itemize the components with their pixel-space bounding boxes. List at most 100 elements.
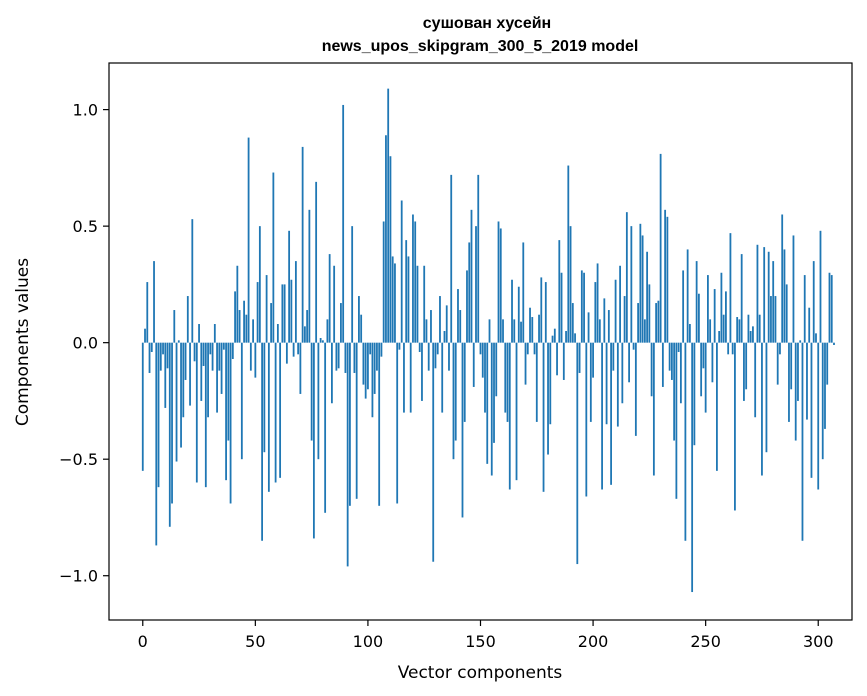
- bar-150: [479, 342, 482, 355]
- bars-group: [141, 88, 835, 593]
- chart-title-line1: сушован хусейн: [423, 15, 551, 32]
- bar-267: [743, 342, 745, 401]
- bar-166: [515, 342, 518, 481]
- bar-287: [788, 342, 790, 422]
- bar-297: [810, 342, 813, 478]
- bar-304: [826, 342, 829, 385]
- bar-182: [551, 335, 554, 343]
- bar-122: [416, 265, 419, 343]
- bar-263: [734, 342, 736, 511]
- bar-104: [376, 342, 378, 371]
- bar-242: [686, 249, 689, 343]
- bar-158: [497, 221, 500, 343]
- bar-6: [155, 342, 158, 546]
- bar-30: [209, 342, 212, 355]
- bar-136: [448, 342, 450, 371]
- bar-218: [632, 342, 635, 350]
- bar-93: [351, 226, 354, 343]
- bar-186: [560, 272, 563, 343]
- bar-184: [556, 342, 558, 376]
- bar-114: [398, 342, 401, 350]
- bar-116: [403, 342, 405, 413]
- bar-230: [659, 153, 662, 343]
- bar-48: [249, 342, 252, 371]
- bar-140: [457, 289, 459, 343]
- bar-131: [436, 342, 439, 355]
- bar-235: [670, 342, 673, 380]
- bar-51: [256, 282, 259, 343]
- bar-87: [337, 342, 340, 369]
- bar-17: [180, 342, 182, 448]
- bar-1: [144, 328, 146, 343]
- bar-196: [583, 272, 585, 343]
- bar-153: [486, 342, 489, 464]
- x-tick-label: 0: [138, 632, 148, 651]
- bar-56: [267, 342, 270, 492]
- bar-283: [779, 342, 781, 355]
- bar-19: [184, 342, 187, 380]
- bar-103: [373, 342, 376, 394]
- bar-248: [700, 342, 703, 397]
- bar-96: [358, 296, 360, 343]
- bar-45: [243, 300, 245, 343]
- bar-21: [189, 342, 191, 406]
- bar-40: [231, 342, 234, 359]
- y-tick-label: −1.0: [59, 567, 98, 586]
- x-axis-label: Vector components: [398, 663, 563, 683]
- x-tick-label: 150: [465, 632, 496, 651]
- bar-170: [524, 342, 527, 385]
- bar-183: [553, 328, 556, 343]
- bar-200: [592, 342, 594, 378]
- bar-38: [227, 342, 230, 441]
- bar-276: [763, 247, 766, 343]
- bar-112: [394, 263, 396, 343]
- y-tick-label: −0.5: [59, 450, 98, 469]
- bar-97: [360, 314, 363, 343]
- bar-64: [285, 342, 288, 364]
- bar-34: [218, 342, 221, 371]
- bar-138: [452, 342, 455, 460]
- bar-271: [752, 326, 754, 343]
- bar-217: [630, 226, 633, 343]
- bar-264: [736, 317, 739, 343]
- bar-29: [207, 342, 209, 418]
- bar-252: [709, 319, 712, 343]
- bar-231: [661, 342, 664, 387]
- bar-250: [704, 342, 707, 413]
- bar-216: [628, 342, 630, 383]
- x-axis-ticks: 0 50 100 150 200 250 300: [138, 620, 834, 651]
- bar-133: [441, 342, 444, 413]
- bar-82: [326, 319, 329, 343]
- bar-31: [211, 342, 214, 371]
- bar-223: [643, 319, 646, 343]
- bar-211: [616, 342, 619, 427]
- bar-272: [754, 342, 757, 418]
- bar-258: [722, 314, 725, 343]
- bar-210: [614, 279, 617, 343]
- bar-306: [830, 275, 833, 343]
- bar-226: [650, 342, 653, 397]
- bar-91: [346, 342, 349, 567]
- bar-62: [281, 284, 284, 343]
- bar-213: [621, 342, 624, 404]
- bar-192: [574, 333, 576, 343]
- bar-268: [745, 342, 748, 390]
- x-tick-label: 50: [245, 632, 265, 651]
- bar-68: [294, 261, 297, 343]
- bar-0: [141, 342, 144, 471]
- bar-128: [430, 310, 432, 343]
- bar-298: [812, 261, 815, 343]
- bar-294: [803, 275, 806, 343]
- bar-161: [504, 342, 507, 413]
- bar-233: [666, 216, 669, 343]
- bar-253: [711, 342, 714, 383]
- bar-259: [725, 291, 727, 343]
- bar-288: [790, 342, 793, 390]
- bar-155: [490, 342, 493, 476]
- bar-115: [400, 200, 403, 343]
- bar-189: [567, 165, 570, 343]
- bar-299: [815, 333, 817, 343]
- bar-66: [290, 279, 293, 343]
